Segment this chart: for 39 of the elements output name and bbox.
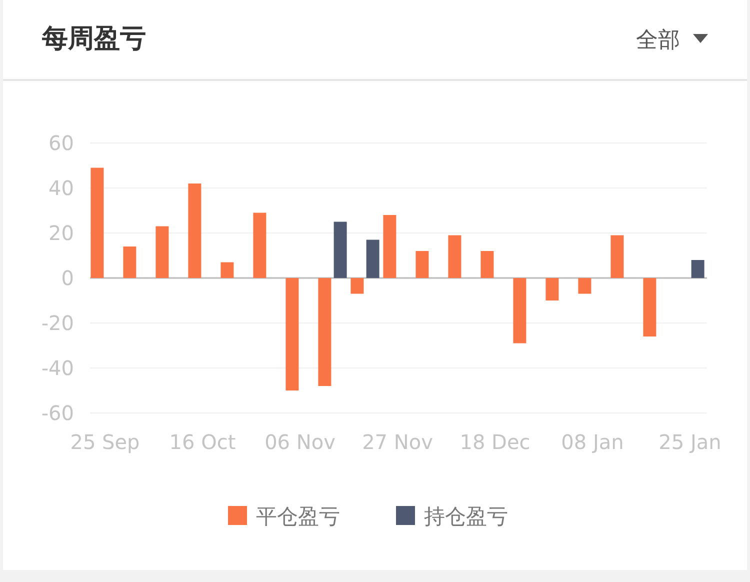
bar <box>286 278 299 390</box>
bar <box>188 184 202 278</box>
bar <box>156 226 169 278</box>
bar <box>366 240 380 278</box>
x-tick-label: 08 Jan <box>561 430 624 454</box>
bar <box>253 212 266 278</box>
y-tick-label: 0 <box>61 266 74 290</box>
bar <box>643 278 656 336</box>
y-tick-label: 60 <box>48 131 74 155</box>
bar <box>448 235 462 278</box>
bar <box>318 278 332 386</box>
bar <box>610 235 624 278</box>
x-tick-label: 06 Nov <box>264 430 336 454</box>
bar <box>123 246 136 278</box>
y-tick-label: 40 <box>48 176 74 200</box>
y-tick-label: -40 <box>41 356 74 380</box>
x-tick-label: 25 Sep <box>70 430 140 454</box>
bar <box>513 278 526 344</box>
bar <box>416 251 429 278</box>
bar <box>334 222 347 278</box>
bar <box>480 251 494 278</box>
legend-label: 平仓盈亏 <box>256 504 340 528</box>
x-tick-label: 25 Jan <box>658 430 722 454</box>
y-tick-label: 20 <box>48 221 74 245</box>
bar <box>383 215 396 278</box>
bar <box>578 278 592 294</box>
x-tick-label: 18 Dec <box>460 430 530 454</box>
bar <box>220 262 234 278</box>
legend-label: 持仓盈亏 <box>424 504 508 528</box>
bar <box>90 168 104 278</box>
bar <box>691 260 704 278</box>
y-tick-label: -20 <box>41 311 74 335</box>
text: 全部 <box>636 28 680 53</box>
chart-title: 每周盈亏 <box>41 24 146 54</box>
x-tick-label: 16 Oct <box>169 430 236 454</box>
bar <box>350 278 364 294</box>
bar <box>546 278 559 300</box>
y-tick-label: -60 <box>41 401 74 425</box>
x-tick-label: 27 Nov <box>362 430 434 454</box>
